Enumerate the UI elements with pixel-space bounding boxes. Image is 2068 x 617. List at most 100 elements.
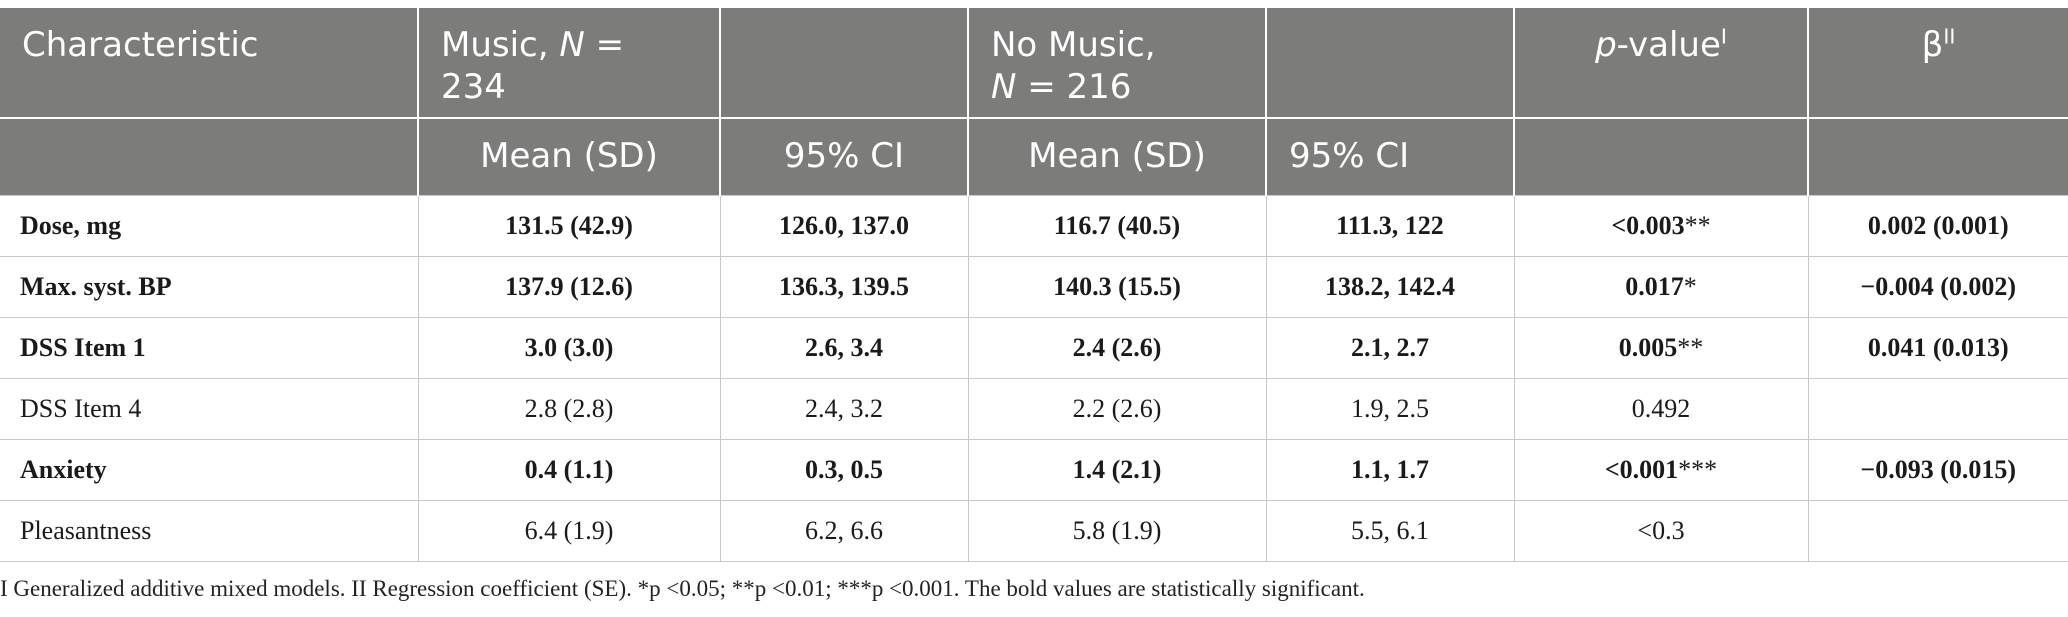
row-label-text: DSS Item 1 bbox=[20, 332, 146, 362]
music-mean-cell-text: 2.8 (2.8) bbox=[524, 393, 614, 423]
nomusic-mean-cell: 1.4 (2.1) bbox=[967, 438, 1267, 501]
results-table: Characteristic Music, N = 234 No Music, N… bbox=[0, 8, 2068, 562]
music-mean-cell-text: 137.9 (12.6) bbox=[505, 271, 633, 301]
header-p-sup: I bbox=[1720, 24, 1727, 49]
header-beta-symbol: β bbox=[1921, 25, 1944, 65]
nomusic-ci-cell-text: 1.1, 1.7 bbox=[1351, 454, 1429, 484]
nomusic-mean-cell: 5.8 (1.9) bbox=[967, 499, 1267, 562]
nomusic-ci-cell: 138.2, 142.4 bbox=[1265, 255, 1515, 318]
p-value-cell: <0.003** bbox=[1513, 194, 1809, 257]
table-header: Characteristic Music, N = 234 No Music, N… bbox=[0, 8, 2068, 195]
beta-cell-text: −0.093 (0.015) bbox=[1860, 454, 2017, 484]
p-value-cell-text: <0.001 bbox=[1604, 454, 1679, 484]
nomusic-ci-cell-text: 1.9, 2.5 bbox=[1351, 393, 1429, 423]
header-row-2: Mean (SD) 95% CI Mean (SD) 95% CI bbox=[0, 117, 2068, 195]
significance-stars: * bbox=[1683, 271, 1697, 301]
music-ci-cell-text: 136.3, 139.5 bbox=[779, 271, 909, 301]
header-p-rest: -value bbox=[1616, 25, 1721, 65]
row-label: Max. syst. BP bbox=[0, 255, 419, 318]
nomusic-ci-cell-text: 2.1, 2.7 bbox=[1351, 332, 1429, 362]
subheader-mean-sd-music: Mean (SD) bbox=[417, 117, 721, 195]
significance-stars: *** bbox=[1678, 454, 1718, 484]
table-footnote: I Generalized additive mixed models. II … bbox=[0, 576, 1365, 601]
music-mean-cell: 131.5 (42.9) bbox=[417, 194, 721, 257]
header-music-n-value: = 234 bbox=[441, 25, 625, 107]
subheader-ci-music: 95% CI bbox=[719, 117, 969, 195]
p-value-cell-text: <0.003 bbox=[1611, 210, 1685, 240]
music-mean-cell-text: 131.5 (42.9) bbox=[505, 210, 633, 240]
row-label: DSS Item 1 bbox=[0, 316, 419, 379]
p-value-cell: <0.3 bbox=[1513, 499, 1809, 562]
row-label: Dose, mg bbox=[0, 194, 419, 257]
nomusic-mean-cell: 116.7 (40.5) bbox=[967, 194, 1267, 257]
significance-stars: ** bbox=[1677, 332, 1704, 362]
header-nomusic-n-symbol: N bbox=[991, 67, 1017, 107]
nomusic-mean-cell: 140.3 (15.5) bbox=[967, 255, 1267, 318]
header-p-italic: p bbox=[1595, 25, 1617, 65]
music-mean-cell: 6.4 (1.9) bbox=[417, 499, 721, 562]
p-value-cell-text: <0.3 bbox=[1637, 515, 1685, 545]
header-no-music: No Music, N = 216 bbox=[967, 8, 1267, 118]
nomusic-mean-cell-text: 140.3 (15.5) bbox=[1053, 271, 1181, 301]
table-row: Anxiety 0.4 (1.1) 0.3, 0.5 1.4 (2.1) 1.1, 1.… bbox=[0, 438, 2068, 501]
nomusic-ci-cell-text: 138.2, 142.4 bbox=[1325, 271, 1455, 301]
table-row: DSS Item 4 2.8 (2.8) 2.4, 3.2 2.2 (2.6) 1.9,… bbox=[0, 377, 2068, 440]
header-nomusic-n-value: = 216 bbox=[1016, 67, 1132, 107]
music-ci-cell-text: 6.2, 6.6 bbox=[805, 515, 883, 545]
beta-cell: 0.002 (0.001) bbox=[1807, 194, 2068, 257]
music-ci-cell-text: 126.0, 137.0 bbox=[779, 210, 909, 240]
beta-cell: −0.004 (0.002) bbox=[1807, 255, 2068, 318]
nomusic-ci-cell: 111.3, 122 bbox=[1265, 194, 1515, 257]
table-row: Dose, mg 131.5 (42.9) 126.0, 137.0 116.7 (4… bbox=[0, 194, 2068, 257]
p-value-cell: <0.001*** bbox=[1513, 438, 1809, 501]
nomusic-mean-cell: 2.2 (2.6) bbox=[967, 377, 1267, 440]
p-value-cell: 0.017* bbox=[1513, 255, 1809, 318]
p-value-cell: 0.492 bbox=[1513, 377, 1809, 440]
row-label-text: Anxiety bbox=[20, 454, 107, 484]
header-characteristic: Characteristic bbox=[0, 8, 419, 118]
music-ci-cell-text: 0.3, 0.5 bbox=[805, 454, 883, 484]
subheader-mean-sd-nomusic: Mean (SD) bbox=[967, 117, 1267, 195]
music-ci-cell: 2.6, 3.4 bbox=[719, 316, 969, 379]
row-label-text: Max. syst. BP bbox=[20, 271, 172, 301]
music-mean-cell-text: 0.4 (1.1) bbox=[524, 454, 614, 484]
music-ci-cell-text: 2.6, 3.4 bbox=[805, 332, 883, 362]
beta-cell-text: 0.002 (0.001) bbox=[1867, 210, 2009, 240]
beta-cell: 0.041 (0.013) bbox=[1807, 316, 2068, 379]
music-mean-cell: 3.0 (3.0) bbox=[417, 316, 721, 379]
row-label-text: DSS Item 4 bbox=[20, 393, 142, 423]
beta-cell bbox=[1807, 377, 2068, 440]
row-label: Anxiety bbox=[0, 438, 419, 501]
music-ci-cell: 126.0, 137.0 bbox=[719, 194, 969, 257]
header-nomusic-line1: No Music, bbox=[991, 25, 1156, 65]
nomusic-mean-cell-text: 2.4 (2.6) bbox=[1072, 332, 1162, 362]
music-ci-cell-text: 2.4, 3.2 bbox=[805, 393, 883, 423]
subheader-empty-1 bbox=[0, 117, 419, 195]
music-ci-cell: 2.4, 3.2 bbox=[719, 377, 969, 440]
music-mean-cell-text: 3.0 (3.0) bbox=[524, 332, 614, 362]
p-value-cell-text: 0.017 bbox=[1625, 271, 1684, 301]
music-mean-cell: 0.4 (1.1) bbox=[417, 438, 721, 501]
header-empty-2 bbox=[1265, 8, 1515, 118]
header-beta: βII bbox=[1807, 8, 2068, 118]
nomusic-ci-cell: 1.9, 2.5 bbox=[1265, 377, 1515, 440]
significance-stars: ** bbox=[1684, 210, 1711, 240]
row-label: DSS Item 4 bbox=[0, 377, 419, 440]
results-table-container: Characteristic Music, N = 234 No Music, N… bbox=[0, 8, 2068, 562]
table-body: Dose, mg 131.5 (42.9) 126.0, 137.0 116.7 (4… bbox=[0, 194, 2068, 562]
table-row: DSS Item 1 3.0 (3.0) 2.6, 3.4 2.4 (2.6) 2.1,… bbox=[0, 316, 2068, 379]
header-p-value: p-valueI bbox=[1513, 8, 1809, 118]
nomusic-ci-cell: 2.1, 2.7 bbox=[1265, 316, 1515, 379]
row-label-text: Dose, mg bbox=[20, 210, 122, 240]
music-mean-cell: 137.9 (12.6) bbox=[417, 255, 721, 318]
beta-cell-text: −0.004 (0.002) bbox=[1860, 271, 2017, 301]
beta-cell bbox=[1807, 499, 2068, 562]
p-value-cell-text: 0.005 bbox=[1618, 332, 1678, 362]
music-ci-cell: 136.3, 139.5 bbox=[719, 255, 969, 318]
nomusic-mean-cell-text: 1.4 (2.1) bbox=[1072, 454, 1162, 484]
music-ci-cell: 0.3, 0.5 bbox=[719, 438, 969, 501]
beta-cell-text: 0.041 (0.013) bbox=[1867, 332, 2009, 362]
header-music: Music, N = 234 bbox=[417, 8, 721, 118]
nomusic-mean-cell: 2.4 (2.6) bbox=[967, 316, 1267, 379]
row-label-text: Pleasantness bbox=[20, 515, 152, 545]
